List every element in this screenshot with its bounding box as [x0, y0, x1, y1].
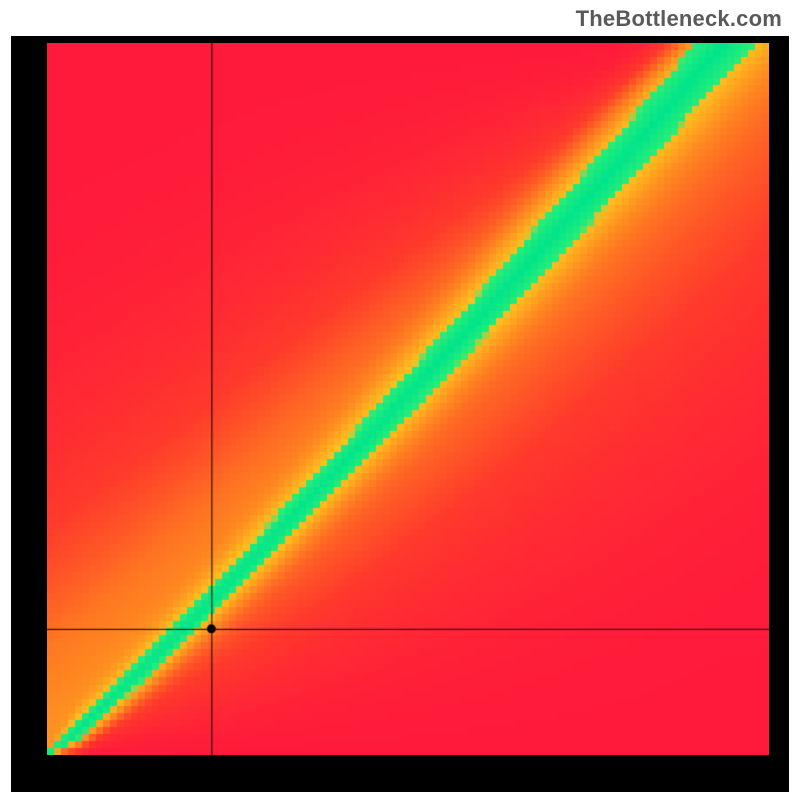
- watermark: TheBottleneck.com: [576, 6, 782, 32]
- chart-root: { "watermark": { "text": "TheBottleneck.…: [0, 0, 800, 800]
- plot-frame: [11, 36, 789, 792]
- heatmap-canvas: [47, 43, 769, 755]
